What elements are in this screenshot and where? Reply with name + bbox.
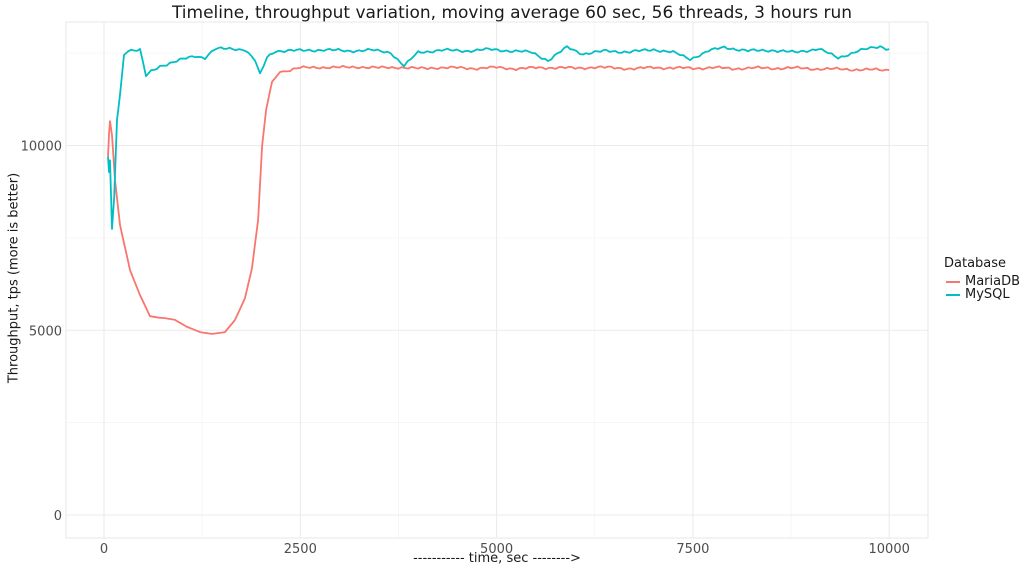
legend-item-mysql: MySQL bbox=[944, 288, 1020, 301]
legend-label-mysql: MySQL bbox=[965, 287, 1010, 302]
x-tick-label: 5000 bbox=[480, 542, 513, 557]
x-axis-label: ----------- time, sec --------> bbox=[413, 551, 581, 566]
legend-title: Database bbox=[944, 256, 1007, 271]
legend-item-mariadb: MariaDB bbox=[944, 275, 1020, 288]
legend-label-mariadb: MariaDB bbox=[965, 274, 1021, 289]
y-tick-label: 0 bbox=[54, 509, 62, 524]
y-axis-ticks: 0 5000 10000 bbox=[21, 140, 62, 525]
y-tick-label: 10000 bbox=[21, 140, 62, 155]
series-line-mysql bbox=[107, 45, 890, 230]
legend: Database MariaDB MySQL bbox=[944, 256, 1020, 301]
y-axis-label: Throughput, tps (more is better) bbox=[6, 172, 22, 384]
x-tick-label: 10000 bbox=[869, 542, 910, 557]
chart-title: Timeline, throughput variation, moving a… bbox=[171, 3, 853, 23]
x-tick-label: 2500 bbox=[284, 542, 317, 557]
legend-key-mariadb-icon bbox=[946, 280, 960, 283]
x-tick-label: 0 bbox=[100, 542, 108, 557]
x-axis-ticks: 0 2500 5000 7500 10000 bbox=[100, 542, 910, 557]
gridlines bbox=[66, 22, 928, 538]
y-tick-label: 5000 bbox=[29, 324, 62, 339]
panel-border bbox=[65, 21, 929, 539]
series-lines bbox=[107, 45, 890, 335]
legend-key-mysql-icon bbox=[946, 293, 960, 296]
series-line-mariadb bbox=[107, 64, 890, 335]
x-tick-label: 7500 bbox=[676, 542, 709, 557]
